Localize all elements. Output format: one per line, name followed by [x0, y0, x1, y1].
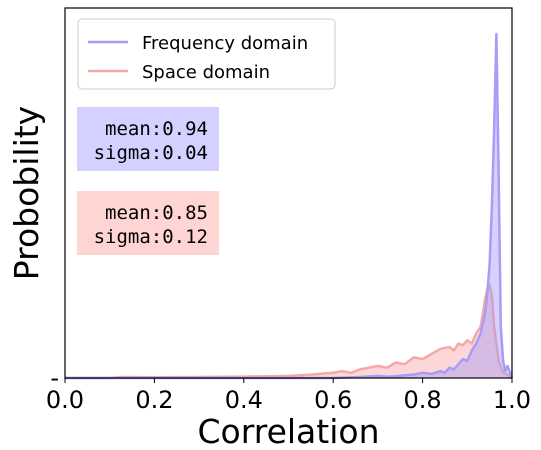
x-tick-label: 0.8 [404, 386, 442, 414]
y-tick-label: - [50, 364, 59, 392]
legend-box [77, 18, 336, 90]
x-axis-ticks: 0.0 0.2 0.4 0.6 0.8 1.0 [46, 378, 531, 414]
x-tick-label: 1.0 [493, 386, 531, 414]
annotation-box-1 [77, 191, 219, 255]
x-tick-label: 0.0 [46, 386, 84, 414]
y-axis-label: Probobility [7, 106, 46, 280]
series-area-space [65, 285, 512, 378]
x-tick-label: 0.4 [225, 386, 263, 414]
annotation-box-0 [77, 107, 219, 171]
annotation-text-0-0: mean:0.94 [105, 118, 208, 140]
annotation-text-0-1: sigma:0.04 [94, 142, 208, 164]
annotation-text-1-0: mean:0.85 [105, 202, 208, 224]
x-axis-label: Correlation [198, 412, 380, 450]
legend-label-space: Space domain [142, 62, 270, 83]
series-line-space [65, 283, 513, 380]
axes-frame [64, 7, 513, 379]
x-tick-label: 0.6 [314, 386, 352, 414]
annotation-text-1-1: sigma:0.12 [94, 226, 208, 248]
legend: Frequency domain Space domain [77, 18, 336, 90]
x-tick-label: 0.2 [135, 386, 173, 414]
legend-label-frequency: Frequency domain [142, 33, 308, 54]
